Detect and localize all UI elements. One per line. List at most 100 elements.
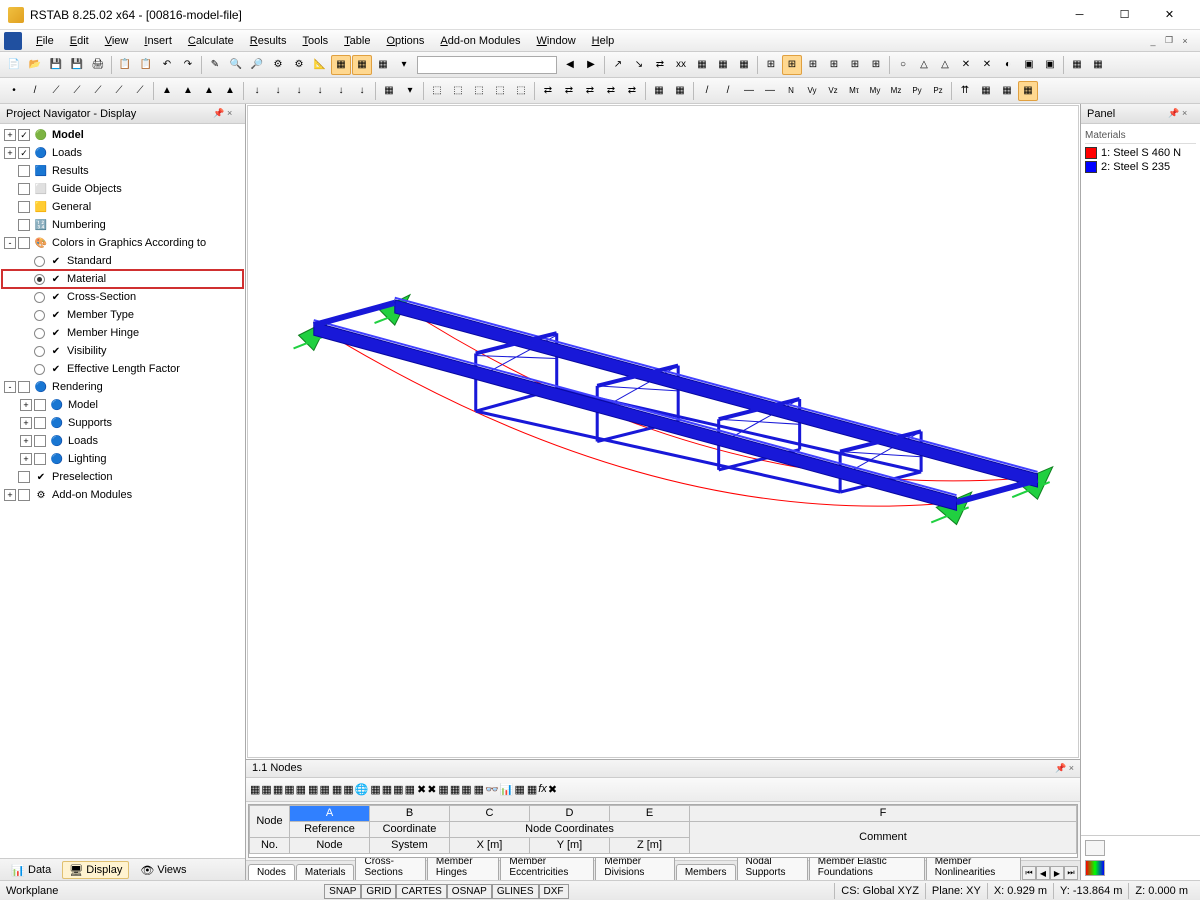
tree-item-member-hinge[interactable]: ✔Member Hinge [2,324,243,342]
tool-icon[interactable]: ⚙ [268,55,288,75]
tool-icon[interactable]: △ [935,55,955,75]
ttool-icon[interactable]: ▦ [393,783,403,796]
tool-icon[interactable]: ⇄ [622,81,642,101]
mdi-minimize-icon[interactable]: _ [1146,34,1160,48]
tree-item-general[interactable]: 🟨General [2,198,243,216]
ttool-icon[interactable]: 🌐 [355,783,369,796]
tool-icon[interactable]: ⬚ [448,81,468,101]
ttool-icon[interactable]: ▦ [474,783,484,796]
mdi-restore-icon[interactable]: ❐ [1162,34,1176,48]
tool-icon[interactable]: ▣ [1040,55,1060,75]
tab-prev-icon[interactable]: ◀ [1036,866,1050,880]
tool-icon[interactable]: Py [907,81,927,101]
close-panel-icon[interactable]: × [227,108,239,120]
tool-icon[interactable]: ⊞ [761,55,781,75]
model-viewport[interactable] [247,105,1079,758]
ttool-icon[interactable]: 📊 [500,783,514,796]
tool-icon[interactable]: ⊞ [845,55,865,75]
menu-options[interactable]: Options [378,33,432,49]
tool-icon[interactable]: Mz [886,81,906,101]
ttool-icon[interactable]: ▦ [319,783,329,796]
ttool-icon[interactable]: ▦ [343,783,353,796]
menu-help[interactable]: Help [584,33,623,49]
tree-item-visibility[interactable]: ✔Visibility [2,342,243,360]
ttool-icon[interactable]: ✖ [417,783,426,796]
tool-icon[interactable]: ▦ [976,81,996,101]
tool-icon[interactable]: ✎ [205,55,225,75]
tree-item-model[interactable]: +🔵Model [2,396,243,414]
tree-item-guide-objects[interactable]: ⬜Guide Objects [2,180,243,198]
status-btn-dxf[interactable]: DXF [539,884,569,899]
tool-icon[interactable]: ▲ [157,81,177,101]
tool-icon[interactable]: ⬚ [511,81,531,101]
paste-icon[interactable]: 📋 [136,55,156,75]
col-header[interactable]: X [m] [450,837,530,853]
tool-icon[interactable]: ▦ [352,55,372,75]
tool-icon[interactable]: ↘ [629,55,649,75]
ttool-icon[interactable]: ✖ [548,783,557,796]
tree-item-add-on-modules[interactable]: +⚙Add-on Modules [2,486,243,504]
nav-first-icon[interactable]: ◀ [560,55,580,75]
ttool-icon[interactable]: ▦ [438,783,448,796]
data-tab-nodes[interactable]: Nodes [248,864,295,880]
ttool-icon[interactable]: ✖ [427,783,436,796]
tree-item-loads[interactable]: +✓🔵Loads [2,144,243,162]
tool-icon[interactable]: ⊞ [824,55,844,75]
col-header[interactable]: Y [m] [530,837,610,853]
table-pin-icon[interactable]: 📌 × [1055,763,1074,774]
col-header[interactable]: Reference [290,821,370,837]
nav-prev-icon[interactable]: ▶ [581,55,601,75]
new-icon[interactable]: 📄 [4,55,24,75]
status-btn-osnap[interactable]: OSNAP [447,884,492,899]
app-menu-icon[interactable] [4,32,22,50]
col-header[interactable]: C [450,805,530,821]
tool-icon[interactable]: ▦ [997,81,1017,101]
tool-icon[interactable]: ▦ [734,55,754,75]
tool-icon[interactable]: ⬚ [427,81,447,101]
tool-icon[interactable]: ⬚ [469,81,489,101]
tool-icon[interactable]: 🔍 [226,55,246,75]
open-icon[interactable]: 📂 [25,55,45,75]
tool-icon[interactable]: ▦ [373,55,393,75]
tool-icon[interactable]: Vy [802,81,822,101]
tool-icon[interactable]: ▦ [713,55,733,75]
panel-tool-icon[interactable] [1085,860,1105,876]
col-header[interactable]: Comment [690,821,1077,853]
tool-icon[interactable]: / [697,81,717,101]
menu-calculate[interactable]: Calculate [180,33,242,49]
tool-icon[interactable]: 🔎 [247,55,267,75]
tool-icon[interactable]: ▦ [670,81,690,101]
print-icon[interactable]: 🖨 [88,55,108,75]
tool-icon[interactable]: N [781,81,801,101]
status-btn-cartes[interactable]: CARTES [396,884,446,899]
tool-icon[interactable]: ✕ [977,55,997,75]
ttool-icon[interactable]: ▦ [308,783,318,796]
tool-icon[interactable]: ⟋ [88,81,108,101]
tool-icon[interactable]: ⟋ [46,81,66,101]
menu-edit[interactable]: Edit [62,33,97,49]
tool-icon[interactable]: 📐 [310,55,330,75]
menu-results[interactable]: Results [242,33,295,49]
tool-icon[interactable]: ▲ [199,81,219,101]
tool-icon[interactable]: ▦ [1018,81,1038,101]
status-btn-glines[interactable]: GLINES [492,884,539,899]
tool-icon[interactable]: ▦ [692,55,712,75]
tool-icon[interactable]: ⇄ [650,55,670,75]
tool-icon[interactable]: ▲ [220,81,240,101]
tree-item-effective-length-factor[interactable]: ✔Effective Length Factor [2,360,243,378]
col-header[interactable]: D [530,805,610,821]
material-item[interactable]: 2: Steel S 235 [1085,160,1196,174]
close-button[interactable]: ✕ [1147,1,1192,29]
tool-icon[interactable]: My [865,81,885,101]
tool-icon[interactable]: xx [671,55,691,75]
tool-icon[interactable]: ⇈ [955,81,975,101]
tree-item-model[interactable]: +✓🟢Model [2,126,243,144]
tree-item-material[interactable]: ✔Material [2,270,243,288]
undo-icon[interactable]: ↶ [157,55,177,75]
tool-icon[interactable]: ⚙ [289,55,309,75]
tool-icon[interactable]: ▦ [331,55,351,75]
pin-icon[interactable]: 📌 [213,108,225,120]
redo-icon[interactable]: ↷ [178,55,198,75]
tree-item-standard[interactable]: ✔Standard [2,252,243,270]
col-header[interactable]: No. [250,837,290,853]
